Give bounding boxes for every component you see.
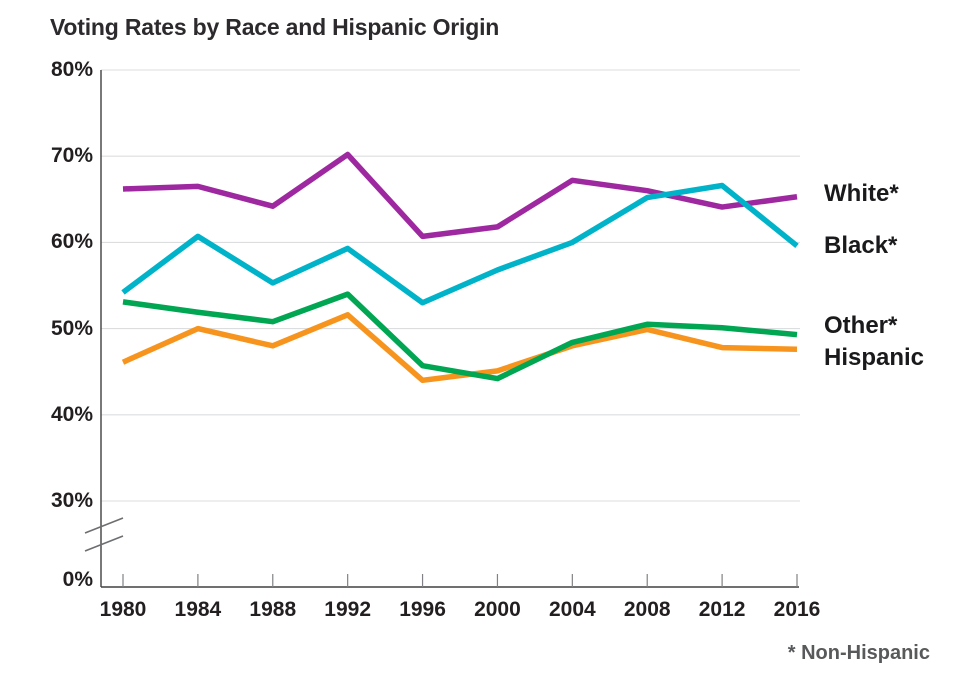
x-tick-label-1992: 1992	[324, 598, 372, 621]
y-tick-label-50: 50%	[50, 316, 93, 340]
chart-title: Voting Rates by Race and Hispanic Origin	[50, 14, 500, 40]
x-tick-label-1988: 1988	[249, 598, 297, 621]
series-label-black: Black*	[824, 232, 898, 259]
series-label-hispanic: Hispanic	[824, 344, 925, 371]
footnote-non-hispanic: * Non-Hispanic	[787, 642, 930, 664]
y-tick-label-40: 40%	[50, 402, 93, 426]
y-tick-label-80: 80%	[50, 58, 93, 81]
y-tick-label-0: 0%	[62, 568, 93, 591]
x-tick-label-1980: 1980	[99, 598, 147, 621]
x-tick-label-1984: 1984	[174, 598, 222, 621]
x-tick-label-2012: 2012	[698, 598, 746, 621]
line-black	[121, 182, 799, 306]
axis-break-slash	[84, 517, 124, 534]
y-tick-label-70: 70%	[50, 144, 93, 168]
axis-break-slash	[84, 535, 124, 552]
x-tick-label-2004: 2004	[548, 598, 596, 621]
x-tick-label-2008: 2008	[623, 598, 671, 621]
x-tick-label-2000: 2000	[474, 598, 521, 621]
line-white	[122, 151, 798, 240]
y-tick-label-60: 60%	[50, 230, 93, 254]
series-label-white: White*	[824, 180, 899, 207]
series-label-other: Other*	[824, 312, 898, 339]
x-tick-label-2016: 2016	[773, 598, 821, 621]
line-hispanic	[121, 312, 798, 384]
line-other	[122, 291, 798, 382]
x-tick-label-1996: 1996	[399, 598, 446, 621]
y-tick-label-30: 30%	[50, 489, 93, 512]
